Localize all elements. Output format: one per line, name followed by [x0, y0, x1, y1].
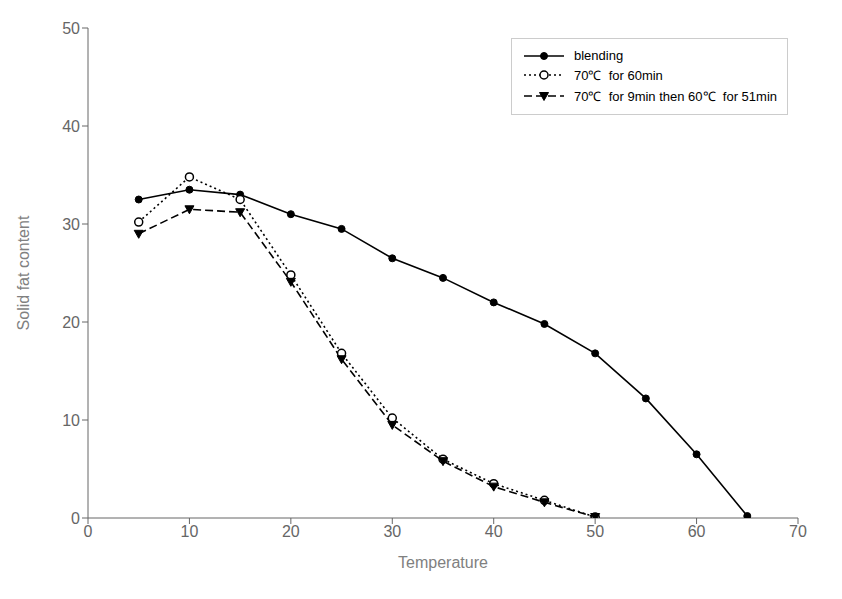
- svg-text:Temperature: Temperature: [398, 554, 488, 571]
- svg-text:0: 0: [84, 523, 93, 540]
- svg-text:Solid fat content: Solid fat content: [15, 215, 32, 330]
- html-text:70℃ for 60min: 70℃ for 60min: [574, 68, 663, 83]
- svg-text:10: 10: [62, 412, 80, 429]
- svg-text:70: 70: [789, 523, 807, 540]
- svg-text:60: 60: [688, 523, 706, 540]
- svg-text:30: 30: [383, 523, 401, 540]
- svg-text:20: 20: [282, 523, 300, 540]
- svg-text:30: 30: [62, 216, 80, 233]
- svg-text:50: 50: [62, 20, 80, 37]
- svg-text:50: 50: [586, 523, 604, 540]
- html-text:blending: blending: [574, 48, 624, 63]
- svg-text:20: 20: [62, 314, 80, 331]
- svg-text:40: 40: [485, 523, 503, 540]
- html-text:70℃ for 9min then 60℃ for 51mi: 70℃ for 9min then 60℃ for 51min: [574, 89, 777, 104]
- svg-text:40: 40: [62, 118, 80, 135]
- svg-text:0: 0: [71, 510, 80, 527]
- svg-text:10: 10: [181, 523, 199, 540]
